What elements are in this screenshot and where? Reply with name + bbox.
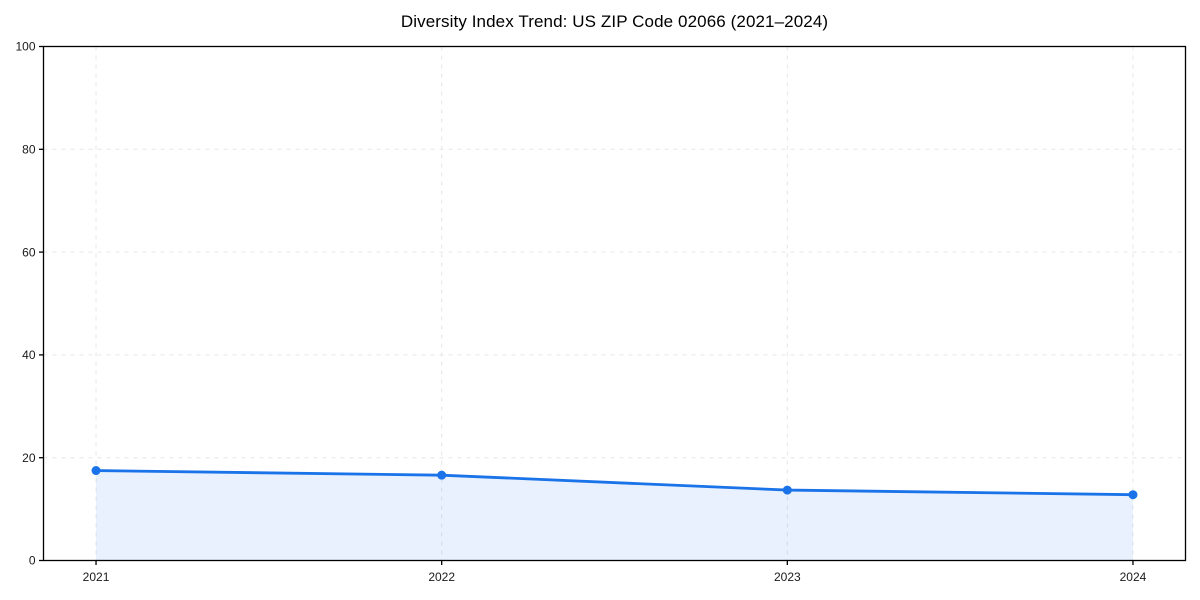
y-axis-tick-label: 40: [22, 348, 36, 362]
x-axis-tick-label: 2024: [1120, 570, 1147, 584]
y-axis-tick-label: 60: [22, 245, 36, 259]
x-axis-tick-label: 2021: [83, 570, 110, 584]
chart-title: Diversity Index Trend: US ZIP Code 02066…: [400, 12, 829, 31]
x-axis-tick-label: 2023: [774, 570, 801, 584]
data-point-marker: [1128, 490, 1138, 500]
data-point-marker: [782, 485, 792, 495]
y-axis-tick-label: 0: [29, 554, 36, 568]
data-point-marker: [437, 470, 447, 480]
x-axis-tick-label: 2022: [428, 570, 455, 584]
trend-line: [94, 469, 1135, 497]
y-axis-tick-label: 80: [22, 143, 36, 157]
y-axis-tick-label: 100: [15, 40, 35, 54]
y-axis-tick-label: 20: [22, 451, 36, 465]
data-point-marker: [91, 466, 101, 476]
area-fill: [96, 470, 1133, 561]
plot-frame: [42, 45, 1187, 562]
